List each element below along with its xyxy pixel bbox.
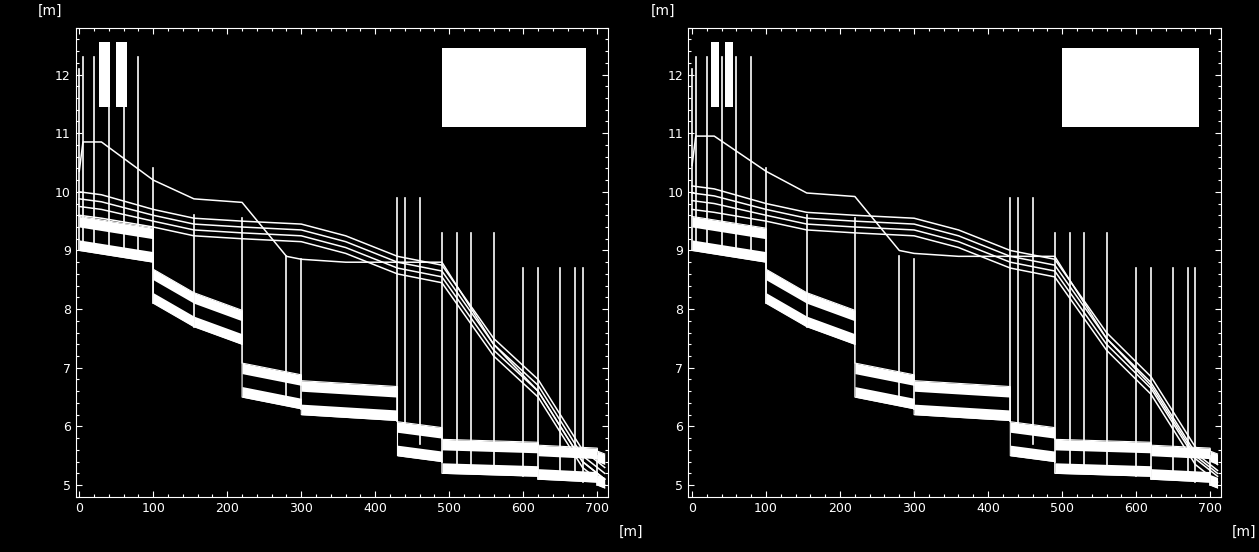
Bar bbox=[116, 43, 127, 107]
Bar bbox=[725, 43, 734, 107]
Text: [m]: [m] bbox=[619, 525, 643, 539]
Bar bbox=[1063, 48, 1199, 128]
Text: [m]: [m] bbox=[651, 4, 676, 18]
Bar bbox=[710, 43, 719, 107]
Text: [m]: [m] bbox=[1231, 525, 1256, 539]
Bar bbox=[99, 43, 111, 107]
Text: [m]: [m] bbox=[38, 4, 63, 18]
Bar bbox=[442, 48, 587, 128]
